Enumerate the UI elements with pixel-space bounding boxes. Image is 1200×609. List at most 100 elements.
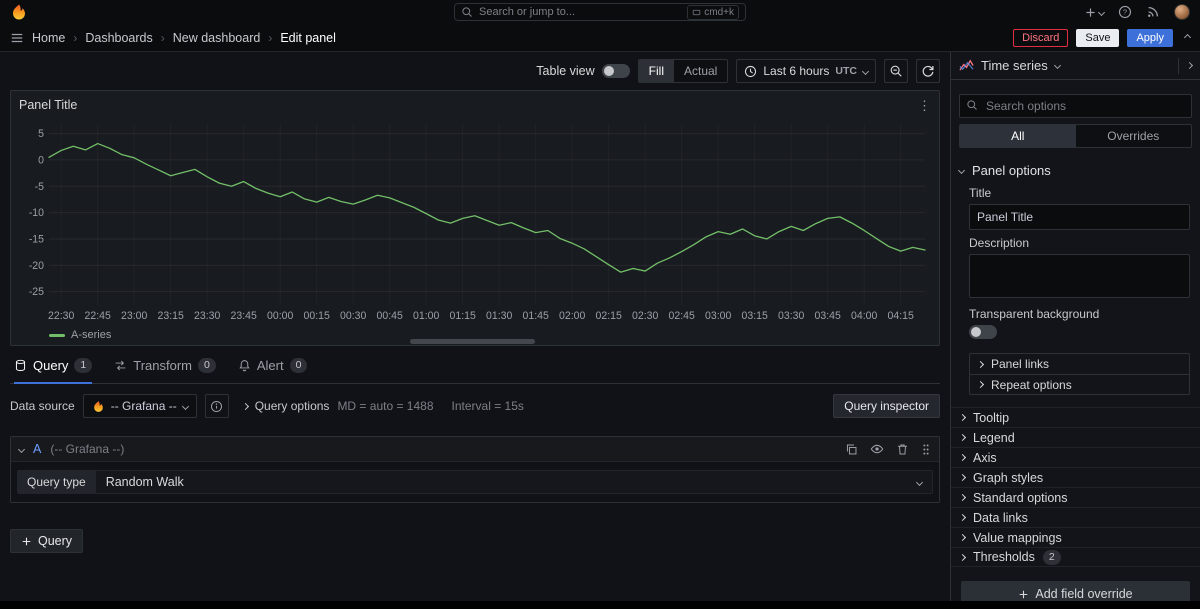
refresh-button[interactable] [916,59,940,83]
tab-alert-count: 0 [289,358,308,373]
svg-text:23:15: 23:15 [158,310,184,322]
collapse-query-icon[interactable] [17,445,26,453]
discard-button[interactable]: Discard [1013,28,1069,47]
query-editor-body: Query type Random Walk [11,462,939,502]
chart-area[interactable]: 5 0 -5 -10 -15 -20 -25 22:30 22:45 23:00 23:15 23:3… [19,115,931,327]
search-icon [461,6,473,18]
collapse-options-pane-icon[interactable] [1185,61,1194,70]
category-graph-styles[interactable]: Graph styles [951,467,1200,487]
svg-text:03:45: 03:45 [815,310,841,322]
datasource-row: Data source -- Grafana -- Query options … [10,394,940,418]
panel-menu-icon[interactable]: ⋮ [918,97,931,113]
svg-text:22:45: 22:45 [85,310,111,322]
svg-text:02:15: 02:15 [596,310,622,322]
grafana-logo-icon[interactable] [10,3,28,21]
save-button[interactable]: Save [1076,28,1120,47]
transparent-bg-toggle[interactable] [969,325,997,339]
fill-option[interactable]: Fill [638,60,674,82]
query-row-actions [845,442,931,456]
tab-transform[interactable]: Transform 0 [114,354,216,383]
help-icon[interactable]: ? [1118,5,1132,19]
datasource-help-button[interactable] [204,394,229,418]
viz-right-controls [1178,57,1194,74]
chevron-right-icon: › [160,30,165,45]
legend-series-label[interactable]: A-series [71,329,112,341]
query-type-row: Query type Random Walk [17,470,933,494]
panel-title-input[interactable] [969,204,1190,230]
chevron-down-icon [1053,61,1061,70]
delete-query-icon[interactable] [896,443,909,456]
table-view-toggle[interactable] [601,64,630,78]
panel-editor: Table view Fill Actual Last 6 hours UTC [0,52,950,601]
panel-options-expanders: Panel links Repeat options [969,353,1190,395]
category-standard-options[interactable]: Standard options [951,487,1200,507]
svg-text:-15: -15 [29,233,44,245]
repeat-options-expander[interactable]: Repeat options [970,374,1189,394]
breadcrumb-bar: Home › Dashboards › New dashboard › Edit… [0,24,1200,52]
chevron-down-icon [181,402,189,410]
chevron-down-icon [1097,8,1106,16]
svg-text:01:30: 01:30 [486,310,512,322]
add-field-override-button[interactable]: Add field override [961,581,1190,601]
dock-menu-icon[interactable] [10,31,24,45]
breadcrumb-home[interactable]: Home [32,30,66,45]
query-row-header[interactable]: A (-- Grafana --) [11,437,939,462]
chevron-right-icon [958,533,967,542]
panel-links-expander[interactable]: Panel links [970,354,1189,374]
duplicate-query-icon[interactable] [845,443,858,456]
category-tooltip[interactable]: Tooltip [951,407,1200,427]
hide-query-icon[interactable] [870,442,884,456]
add-query-button[interactable]: Query [10,529,84,553]
drag-handle-icon[interactable] [921,443,931,456]
chevron-right-icon [958,453,967,462]
category-label: Standard options [973,490,1068,505]
thresholds-count-badge: 2 [1042,549,1061,565]
actual-option[interactable]: Actual [684,64,718,78]
category-thresholds[interactable]: Thresholds 2 [951,547,1200,567]
description-field: Description [951,230,1200,301]
tab-alert[interactable]: Alert 0 [238,354,308,383]
tab-query-count: 1 [74,358,93,373]
options-search-input[interactable] [959,94,1192,118]
chevron-right-icon [958,513,967,522]
tab-query[interactable]: Query 1 [14,354,93,384]
svg-text:-5: -5 [35,181,44,193]
new-menu-button[interactable] [1084,6,1106,19]
category-value-mappings[interactable]: Value mappings [951,527,1200,547]
divider [1178,57,1179,74]
category-legend[interactable]: Legend [951,427,1200,447]
svg-text:-10: -10 [29,207,44,219]
svg-text:00:45: 00:45 [377,310,403,322]
apply-button[interactable]: Apply [1127,28,1173,47]
global-search[interactable]: cmd+k [454,3,746,21]
collapse-topbar-icon[interactable] [1183,33,1192,42]
news-icon[interactable] [1146,5,1160,19]
query-inspector-button[interactable]: Query inspector [833,394,940,418]
category-data-links[interactable]: Data links [951,507,1200,527]
search-input[interactable] [479,6,682,18]
svg-text:02:30: 02:30 [632,310,658,322]
query-options-toggle[interactable]: Query options [241,399,329,413]
filter-overrides-option[interactable]: Overrides [1107,129,1160,143]
query-type-select[interactable]: Random Walk [95,470,933,494]
panel-scrollbar-thumb[interactable] [410,339,536,344]
svg-text:23:00: 23:00 [121,310,147,322]
visualization-name: Time series [981,58,1048,73]
chevron-right-icon [241,402,249,410]
nav-right-icons: ? [1084,4,1190,20]
svg-text:01:00: 01:00 [413,310,439,322]
breadcrumb-new-dashboard[interactable]: New dashboard [172,30,261,45]
visualization-picker[interactable]: Time series [951,52,1200,80]
filter-all-option[interactable]: All [960,125,1076,147]
user-avatar[interactable] [1174,4,1190,20]
panel-description-textarea[interactable] [969,254,1190,298]
time-range-picker[interactable]: Last 6 hours UTC [736,59,876,83]
category-axis[interactable]: Axis [951,447,1200,467]
zoom-out-button[interactable] [884,59,908,83]
query-ref-id[interactable]: A [33,442,42,456]
add-field-override-label: Add field override [1035,587,1133,601]
datasource-picker[interactable]: -- Grafana -- [82,394,197,418]
chevron-right-icon: › [73,30,78,45]
panel-options-section-header[interactable]: Panel options [951,160,1200,180]
breadcrumb-dashboards[interactable]: Dashboards [85,30,153,45]
